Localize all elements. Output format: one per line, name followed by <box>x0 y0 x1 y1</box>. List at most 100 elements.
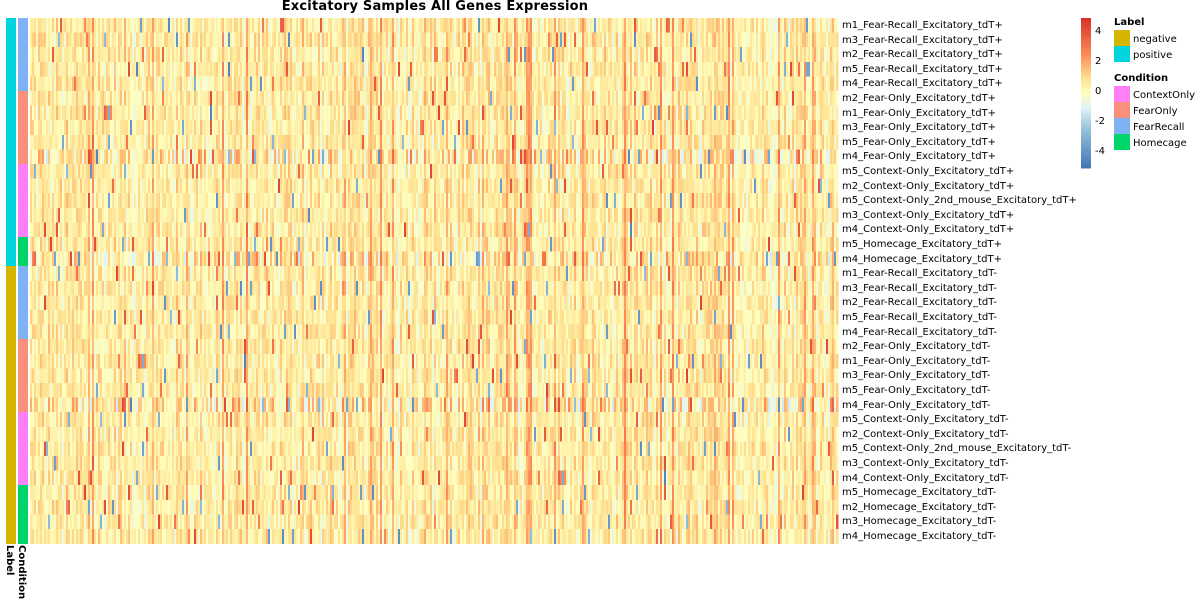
heatmap-cell <box>234 178 237 194</box>
heatmap-cell <box>92 61 95 77</box>
heatmap-cell <box>412 178 415 194</box>
heatmap-cell <box>398 91 401 106</box>
heatmap-cell <box>632 105 635 121</box>
heatmap-cell <box>552 76 555 92</box>
heatmap-cell <box>630 18 633 33</box>
heatmap-cell <box>542 134 545 150</box>
heatmap-cell <box>720 164 723 179</box>
heatmap-cell <box>398 47 401 63</box>
heatmap-cell <box>546 134 549 150</box>
heatmap-cell <box>228 47 231 63</box>
heatmap-cell <box>264 61 267 77</box>
heatmap-cell <box>832 47 835 63</box>
heatmap-cell <box>470 61 473 77</box>
heatmap-cell <box>658 164 661 179</box>
heatmap-cell <box>148 32 151 48</box>
heatmap-cell <box>474 32 477 48</box>
heatmap-cell <box>164 105 167 121</box>
heatmap-cell <box>574 120 577 136</box>
heatmap-cell <box>240 134 243 150</box>
heatmap-cell <box>234 134 237 150</box>
heatmap-cell <box>370 164 373 179</box>
heatmap-cell <box>772 91 775 106</box>
heatmap-cell <box>696 47 699 63</box>
heatmap-cell <box>552 178 555 194</box>
heatmap-cell <box>42 120 45 136</box>
heatmap-cell <box>252 149 255 165</box>
heatmap-cell <box>516 91 519 106</box>
heatmap-cell <box>502 18 505 33</box>
heatmap-cell <box>596 178 599 194</box>
heatmap-cell <box>164 149 167 165</box>
heatmap-cell <box>212 164 215 179</box>
heatmap-cell <box>70 61 73 77</box>
heatmap-cell <box>456 178 459 194</box>
heatmap-cell <box>308 178 311 194</box>
heatmap-cell <box>610 18 613 33</box>
heatmap-cell <box>206 76 209 92</box>
heatmap-cell <box>110 32 113 48</box>
heatmap-cell <box>276 164 279 179</box>
heatmap-cell <box>712 47 715 63</box>
heatmap-cell <box>386 91 389 106</box>
heatmap-cell <box>384 91 387 106</box>
heatmap-cell <box>132 178 135 194</box>
heatmap-cell <box>730 120 733 136</box>
heatmap-cell <box>494 32 497 48</box>
heatmap-cell <box>482 178 485 194</box>
heatmap-cell <box>526 105 529 121</box>
heatmap-cell <box>642 91 645 106</box>
heatmap-cell <box>512 91 515 106</box>
heatmap-cell <box>750 18 753 33</box>
heatmap-cell <box>174 47 177 63</box>
heatmap-cell <box>46 32 49 48</box>
heatmap-cell <box>656 105 659 121</box>
heatmap-cell <box>384 149 387 165</box>
heatmap-cell <box>426 105 429 121</box>
heatmap-cell <box>378 32 381 48</box>
heatmap-cell <box>574 105 577 121</box>
heatmap-cell <box>100 32 103 48</box>
heatmap-cell <box>264 18 267 33</box>
heatmap-cell <box>644 134 647 150</box>
heatmap-cell <box>702 178 705 194</box>
heatmap-cell <box>344 149 347 165</box>
heatmap-cell <box>826 61 829 77</box>
heatmap-cell <box>422 61 425 77</box>
annotation-condition-cell <box>18 499 28 515</box>
heatmap-cell <box>226 105 229 121</box>
heatmap-cell <box>76 18 79 33</box>
heatmap-cell <box>150 61 153 77</box>
heatmap-cell <box>150 105 153 121</box>
heatmap-cell <box>118 164 121 179</box>
heatmap-cell <box>572 178 575 194</box>
heatmap-cell <box>54 120 57 136</box>
heatmap-cell <box>236 105 239 121</box>
heatmap-cell <box>308 105 311 121</box>
heatmap-cell <box>366 164 369 179</box>
heatmap-cell <box>300 61 303 77</box>
heatmap-cell <box>558 76 561 92</box>
heatmap-cell <box>190 105 193 121</box>
heatmap-cell <box>662 18 665 33</box>
heatmap-cell <box>158 149 161 165</box>
heatmap-cell <box>66 61 69 77</box>
heatmap-cell <box>434 105 437 121</box>
heatmap-cell <box>788 76 791 92</box>
heatmap-cell <box>710 134 713 150</box>
heatmap-cell <box>440 105 443 121</box>
heatmap-cell <box>654 47 657 63</box>
heatmap-cell <box>148 178 151 194</box>
heatmap-cell <box>370 105 373 121</box>
heatmap-cell <box>696 76 699 92</box>
heatmap-cell <box>510 134 513 150</box>
heatmap-cell <box>272 32 275 48</box>
heatmap-cell <box>676 178 679 194</box>
heatmap-cell <box>86 91 89 106</box>
heatmap-cell <box>136 105 139 121</box>
heatmap-cell <box>718 134 721 150</box>
heatmap-cell <box>78 47 81 63</box>
heatmap-cell <box>292 134 295 150</box>
heatmap-cell <box>282 105 285 121</box>
heatmap-cell <box>660 105 663 121</box>
